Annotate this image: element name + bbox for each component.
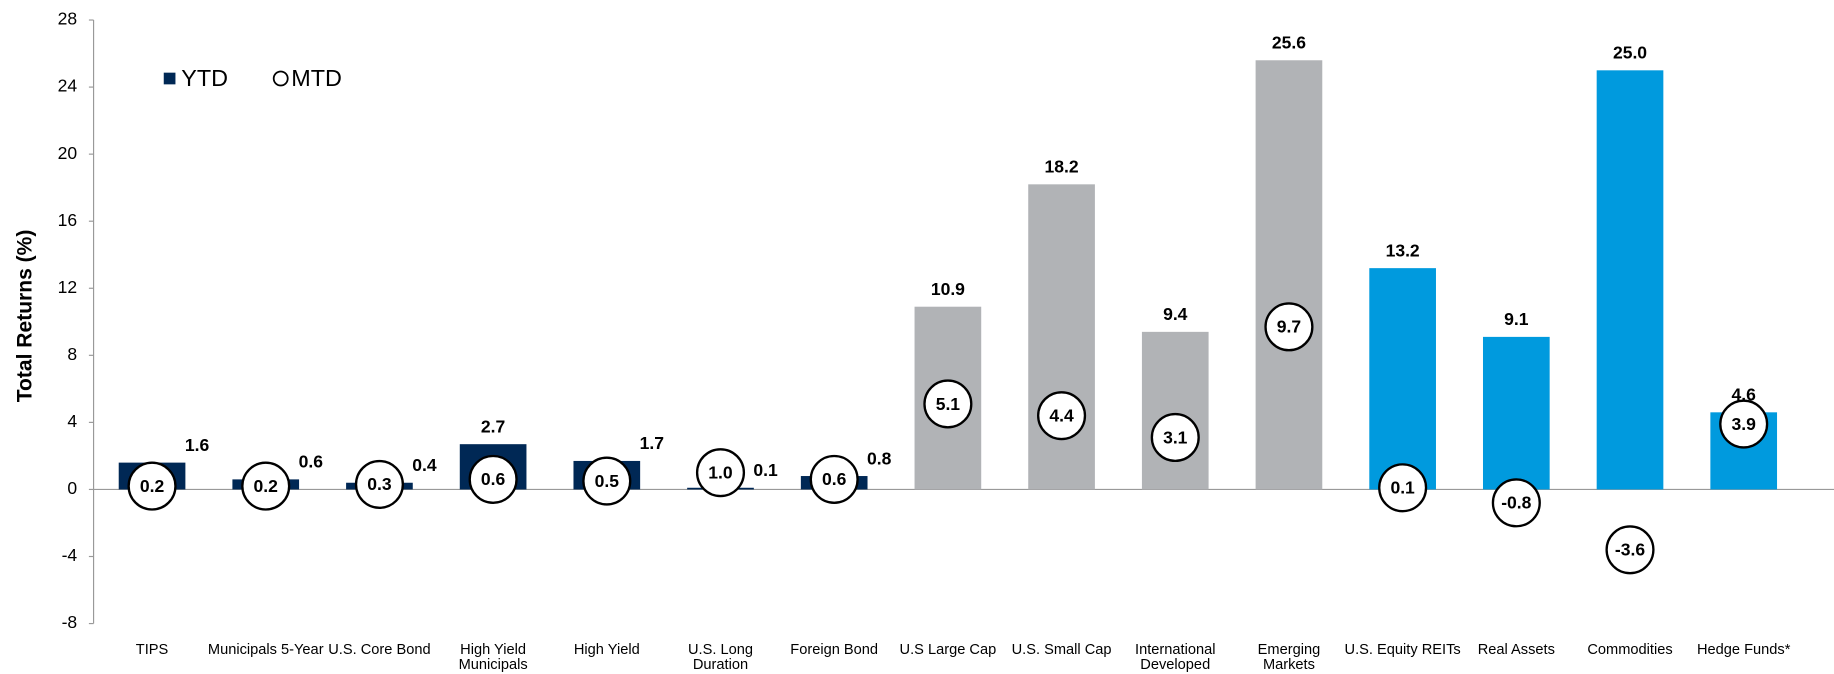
x-tick-label: U.S. Core Bond bbox=[328, 642, 431, 658]
data-label: 25.6 bbox=[1272, 33, 1306, 53]
y-tick-label: 24 bbox=[58, 76, 78, 96]
x-tick-label-box: Commodities bbox=[1587, 642, 1673, 658]
data-label: 1.6 bbox=[185, 435, 210, 455]
data-label: 2.7 bbox=[481, 416, 505, 436]
data-label: 3.1 bbox=[1163, 427, 1188, 447]
legend-label: YTD bbox=[181, 65, 228, 91]
y-tick-label: 0 bbox=[67, 478, 77, 498]
x-tick-label: Hedge Funds* bbox=[1696, 642, 1791, 658]
data-label: 1.7 bbox=[640, 433, 664, 453]
x-tick-label-box: U.S. Small Cap bbox=[1011, 642, 1112, 658]
x-tick-label-box: Foreign Bond bbox=[790, 642, 879, 658]
y-tick-label: -4 bbox=[62, 545, 78, 565]
y-tick-label: -8 bbox=[62, 612, 78, 632]
data-label: 25.0 bbox=[1613, 43, 1647, 63]
x-tick-label-box: High Yield bbox=[573, 642, 640, 658]
x-tick-label: Real Assets bbox=[1477, 642, 1555, 658]
bar bbox=[1255, 60, 1323, 490]
data-label: 0.5 bbox=[595, 471, 620, 491]
mtd-marker bbox=[1719, 399, 1769, 449]
x-tick-label-box: U.S Large Cap bbox=[899, 642, 997, 658]
y-tick-label: 28 bbox=[58, 9, 78, 29]
data-label: 9.7 bbox=[1277, 317, 1301, 337]
x-tick-label-box: U.S. Long Duration bbox=[687, 642, 754, 673]
mtd-marker bbox=[1150, 412, 1200, 463]
bar bbox=[1596, 70, 1664, 490]
y-tick-label: 16 bbox=[58, 210, 78, 230]
mtd-marker bbox=[1378, 463, 1428, 513]
bar bbox=[1482, 336, 1550, 490]
x-tick-label: Commodities bbox=[1587, 642, 1673, 658]
mtd-marker bbox=[1605, 525, 1655, 575]
data-label: 18.2 bbox=[1045, 157, 1079, 177]
data-label: 1.0 bbox=[708, 462, 733, 482]
data-label: 0.1 bbox=[1390, 478, 1415, 498]
legend-label: MTD bbox=[291, 65, 342, 91]
x-tick-label: TIPS bbox=[135, 642, 169, 658]
data-label: 0.6 bbox=[299, 452, 324, 472]
data-label: 0.4 bbox=[412, 455, 437, 475]
mtd-marker bbox=[923, 379, 973, 429]
data-label: 0.1 bbox=[753, 460, 778, 480]
x-tick-label: Emerging Markets bbox=[1257, 642, 1321, 673]
x-tick-label: U.S Large Cap bbox=[899, 642, 997, 658]
mtd-marker bbox=[1491, 478, 1541, 528]
legend-swatch bbox=[272, 70, 289, 87]
x-tick-label: Municipals 5-Year bbox=[207, 642, 324, 658]
y-tick-label: 20 bbox=[58, 143, 78, 163]
y-tick-label: 4 bbox=[67, 411, 77, 431]
legend-swatch bbox=[163, 72, 176, 85]
mtd-marker bbox=[582, 456, 632, 506]
x-tick-label-box: High Yield Municipals bbox=[458, 642, 528, 673]
bar bbox=[1028, 184, 1095, 490]
mtd-marker bbox=[1037, 391, 1087, 441]
data-label: 0.6 bbox=[822, 469, 847, 489]
data-label: 4.4 bbox=[1049, 405, 1074, 425]
data-label: 0.6 bbox=[481, 469, 506, 489]
data-label: 9.4 bbox=[1163, 304, 1188, 324]
x-tick-label-box: International Developed bbox=[1135, 642, 1216, 673]
y-axis-label: Total Returns (%) bbox=[13, 230, 36, 403]
y-tick-label: 8 bbox=[67, 344, 77, 364]
mtd-marker bbox=[695, 448, 746, 498]
data-label: 0.2 bbox=[140, 476, 165, 496]
bar bbox=[1141, 331, 1209, 490]
x-tick-label-box: Emerging Markets bbox=[1257, 642, 1321, 673]
x-tick-label: Foreign Bond bbox=[790, 642, 879, 658]
mtd-marker bbox=[127, 461, 177, 511]
data-label: -3.6 bbox=[1615, 540, 1645, 560]
data-label: 9.1 bbox=[1504, 309, 1529, 329]
data-label: 5.1 bbox=[936, 394, 961, 414]
bar bbox=[1369, 268, 1436, 490]
x-tick-label-box: U.S. Core Bond bbox=[328, 642, 431, 658]
mtd-marker bbox=[241, 461, 291, 511]
mtd-marker bbox=[809, 454, 859, 504]
mtd-marker bbox=[1264, 302, 1314, 352]
data-label: 0.8 bbox=[867, 448, 892, 468]
data-label: 0.3 bbox=[367, 474, 392, 494]
data-label: 13.2 bbox=[1386, 240, 1420, 260]
x-tick-label: U.S. Equity REITs bbox=[1344, 642, 1461, 658]
data-label: 0.2 bbox=[254, 476, 279, 496]
x-tick-label-box: TIPS bbox=[135, 642, 169, 658]
x-tick-label: U.S. Small Cap bbox=[1011, 642, 1112, 658]
data-label: 4.6 bbox=[1732, 385, 1757, 405]
y-tick-label: 12 bbox=[58, 277, 78, 297]
data-label: -0.8 bbox=[1501, 493, 1531, 513]
mtd-marker bbox=[354, 459, 404, 509]
x-tick-label: International Developed bbox=[1135, 642, 1216, 673]
mtd-marker bbox=[468, 454, 518, 504]
x-tick-label-box: Real Assets bbox=[1477, 642, 1555, 658]
x-tick-label: U.S. Long Duration bbox=[687, 642, 754, 673]
x-tick-label: High Yield bbox=[573, 642, 640, 658]
x-tick-label-box: U.S. Equity REITs bbox=[1344, 642, 1461, 658]
x-tick-label-box: Hedge Funds* bbox=[1696, 642, 1791, 658]
x-tick-label: High Yield Municipals bbox=[458, 642, 528, 673]
data-label: 10.9 bbox=[931, 279, 965, 299]
data-label: 3.9 bbox=[1732, 414, 1757, 434]
x-tick-label-box: Municipals 5-Year bbox=[207, 642, 324, 658]
